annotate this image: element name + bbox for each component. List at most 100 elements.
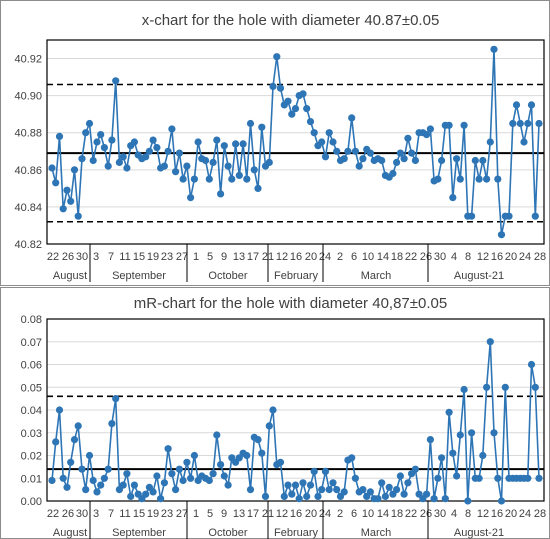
data-point [333, 486, 341, 494]
x-day-label: 28 [534, 508, 546, 520]
data-point [400, 155, 408, 163]
x-day-label: 27 [176, 508, 188, 520]
data-point [505, 212, 513, 220]
data-point [190, 451, 198, 460]
x-day-label: 30 [434, 251, 446, 263]
data-point [235, 171, 243, 179]
x-day-label: 16 [290, 508, 302, 520]
x-day-label: 24 [519, 508, 531, 520]
y-tick-label: 40.88 [14, 128, 42, 140]
data-point [524, 474, 532, 482]
data-point [497, 497, 506, 505]
data-point [306, 481, 315, 489]
data-point [385, 483, 393, 491]
data-point [453, 472, 461, 480]
y-tick-label: 0.06 [21, 360, 42, 372]
x-day-label: 19 [147, 508, 159, 520]
x-chart-panel: 40.82 40.84 40.86 40.88 40.90 40.92 x-chart fo… [0, 0, 550, 286]
data-point [280, 492, 288, 500]
data-point [310, 129, 318, 137]
data-point [423, 131, 431, 139]
data-point [445, 408, 453, 416]
y-tick-label: 40.84 [14, 202, 42, 214]
data-point [232, 140, 240, 148]
data-point [269, 82, 277, 90]
data-point [254, 184, 262, 192]
data-point [486, 138, 494, 146]
data-point [205, 175, 213, 183]
x-day-label: 14 [377, 508, 389, 520]
data-point [479, 156, 487, 165]
x-day-label: 4 [451, 508, 457, 520]
y-tick-label: 0.08 [21, 314, 42, 326]
data-point [179, 175, 187, 183]
x-day-label: 20 [505, 251, 517, 263]
data-point [142, 153, 150, 161]
x-day-label: 26 [62, 508, 74, 520]
y-tick-label: 40.92 [14, 54, 42, 66]
data-point [130, 138, 138, 146]
data-point [168, 470, 176, 478]
data-point [108, 420, 116, 428]
data-point [445, 121, 453, 129]
data-point [59, 205, 67, 213]
data-point [449, 449, 457, 457]
data-point [115, 158, 123, 166]
data-point [400, 490, 408, 498]
data-point [127, 492, 135, 500]
data-point [531, 212, 539, 220]
data-point [531, 383, 539, 391]
data-point [524, 119, 532, 128]
data-point [310, 467, 318, 475]
data-point [82, 486, 90, 494]
data-point [348, 114, 356, 122]
data-point [494, 175, 502, 183]
data-point [74, 212, 82, 220]
data-point [291, 481, 300, 489]
x-month-label: October [208, 270, 247, 282]
data-point [288, 490, 296, 498]
x-day-label: 9 [221, 251, 227, 263]
x-day-label: 11 [119, 508, 130, 520]
data-point [486, 338, 494, 346]
x-day-label: 5 [207, 251, 213, 263]
x-day-label: 18 [391, 251, 403, 263]
data-point [108, 136, 116, 144]
data-point [160, 479, 168, 487]
data-point [351, 147, 359, 155]
data-point [89, 476, 97, 485]
data-point [97, 131, 105, 139]
data-point [149, 488, 157, 496]
data-point [460, 121, 468, 129]
data-point [100, 474, 108, 482]
y-tick-label: 0.04 [21, 405, 42, 417]
data-point [456, 175, 464, 183]
data-point [123, 470, 131, 478]
data-point [209, 158, 217, 166]
data-point [426, 436, 434, 444]
data-point [246, 119, 255, 128]
data-point [329, 479, 337, 487]
data-point [213, 431, 221, 439]
x-day-label: 4 [451, 251, 457, 263]
data-point [243, 175, 251, 183]
data-point [501, 383, 509, 391]
data-point [284, 481, 292, 489]
data-point [258, 449, 266, 457]
x-day-label: 16 [491, 508, 503, 520]
x-month-label: September [112, 527, 166, 539]
x-day-label: 16 [491, 251, 503, 263]
data-point [97, 481, 105, 489]
y-tick-label: 0.00 [21, 496, 42, 508]
data-point [291, 105, 300, 113]
data-point [112, 77, 120, 85]
data-point [63, 483, 71, 491]
data-point [119, 481, 127, 489]
data-point [183, 162, 191, 170]
x-day-label: 18 [391, 508, 403, 520]
data-point [276, 84, 285, 92]
data-point [494, 474, 502, 482]
data-point [104, 162, 112, 170]
data-point [438, 156, 446, 165]
